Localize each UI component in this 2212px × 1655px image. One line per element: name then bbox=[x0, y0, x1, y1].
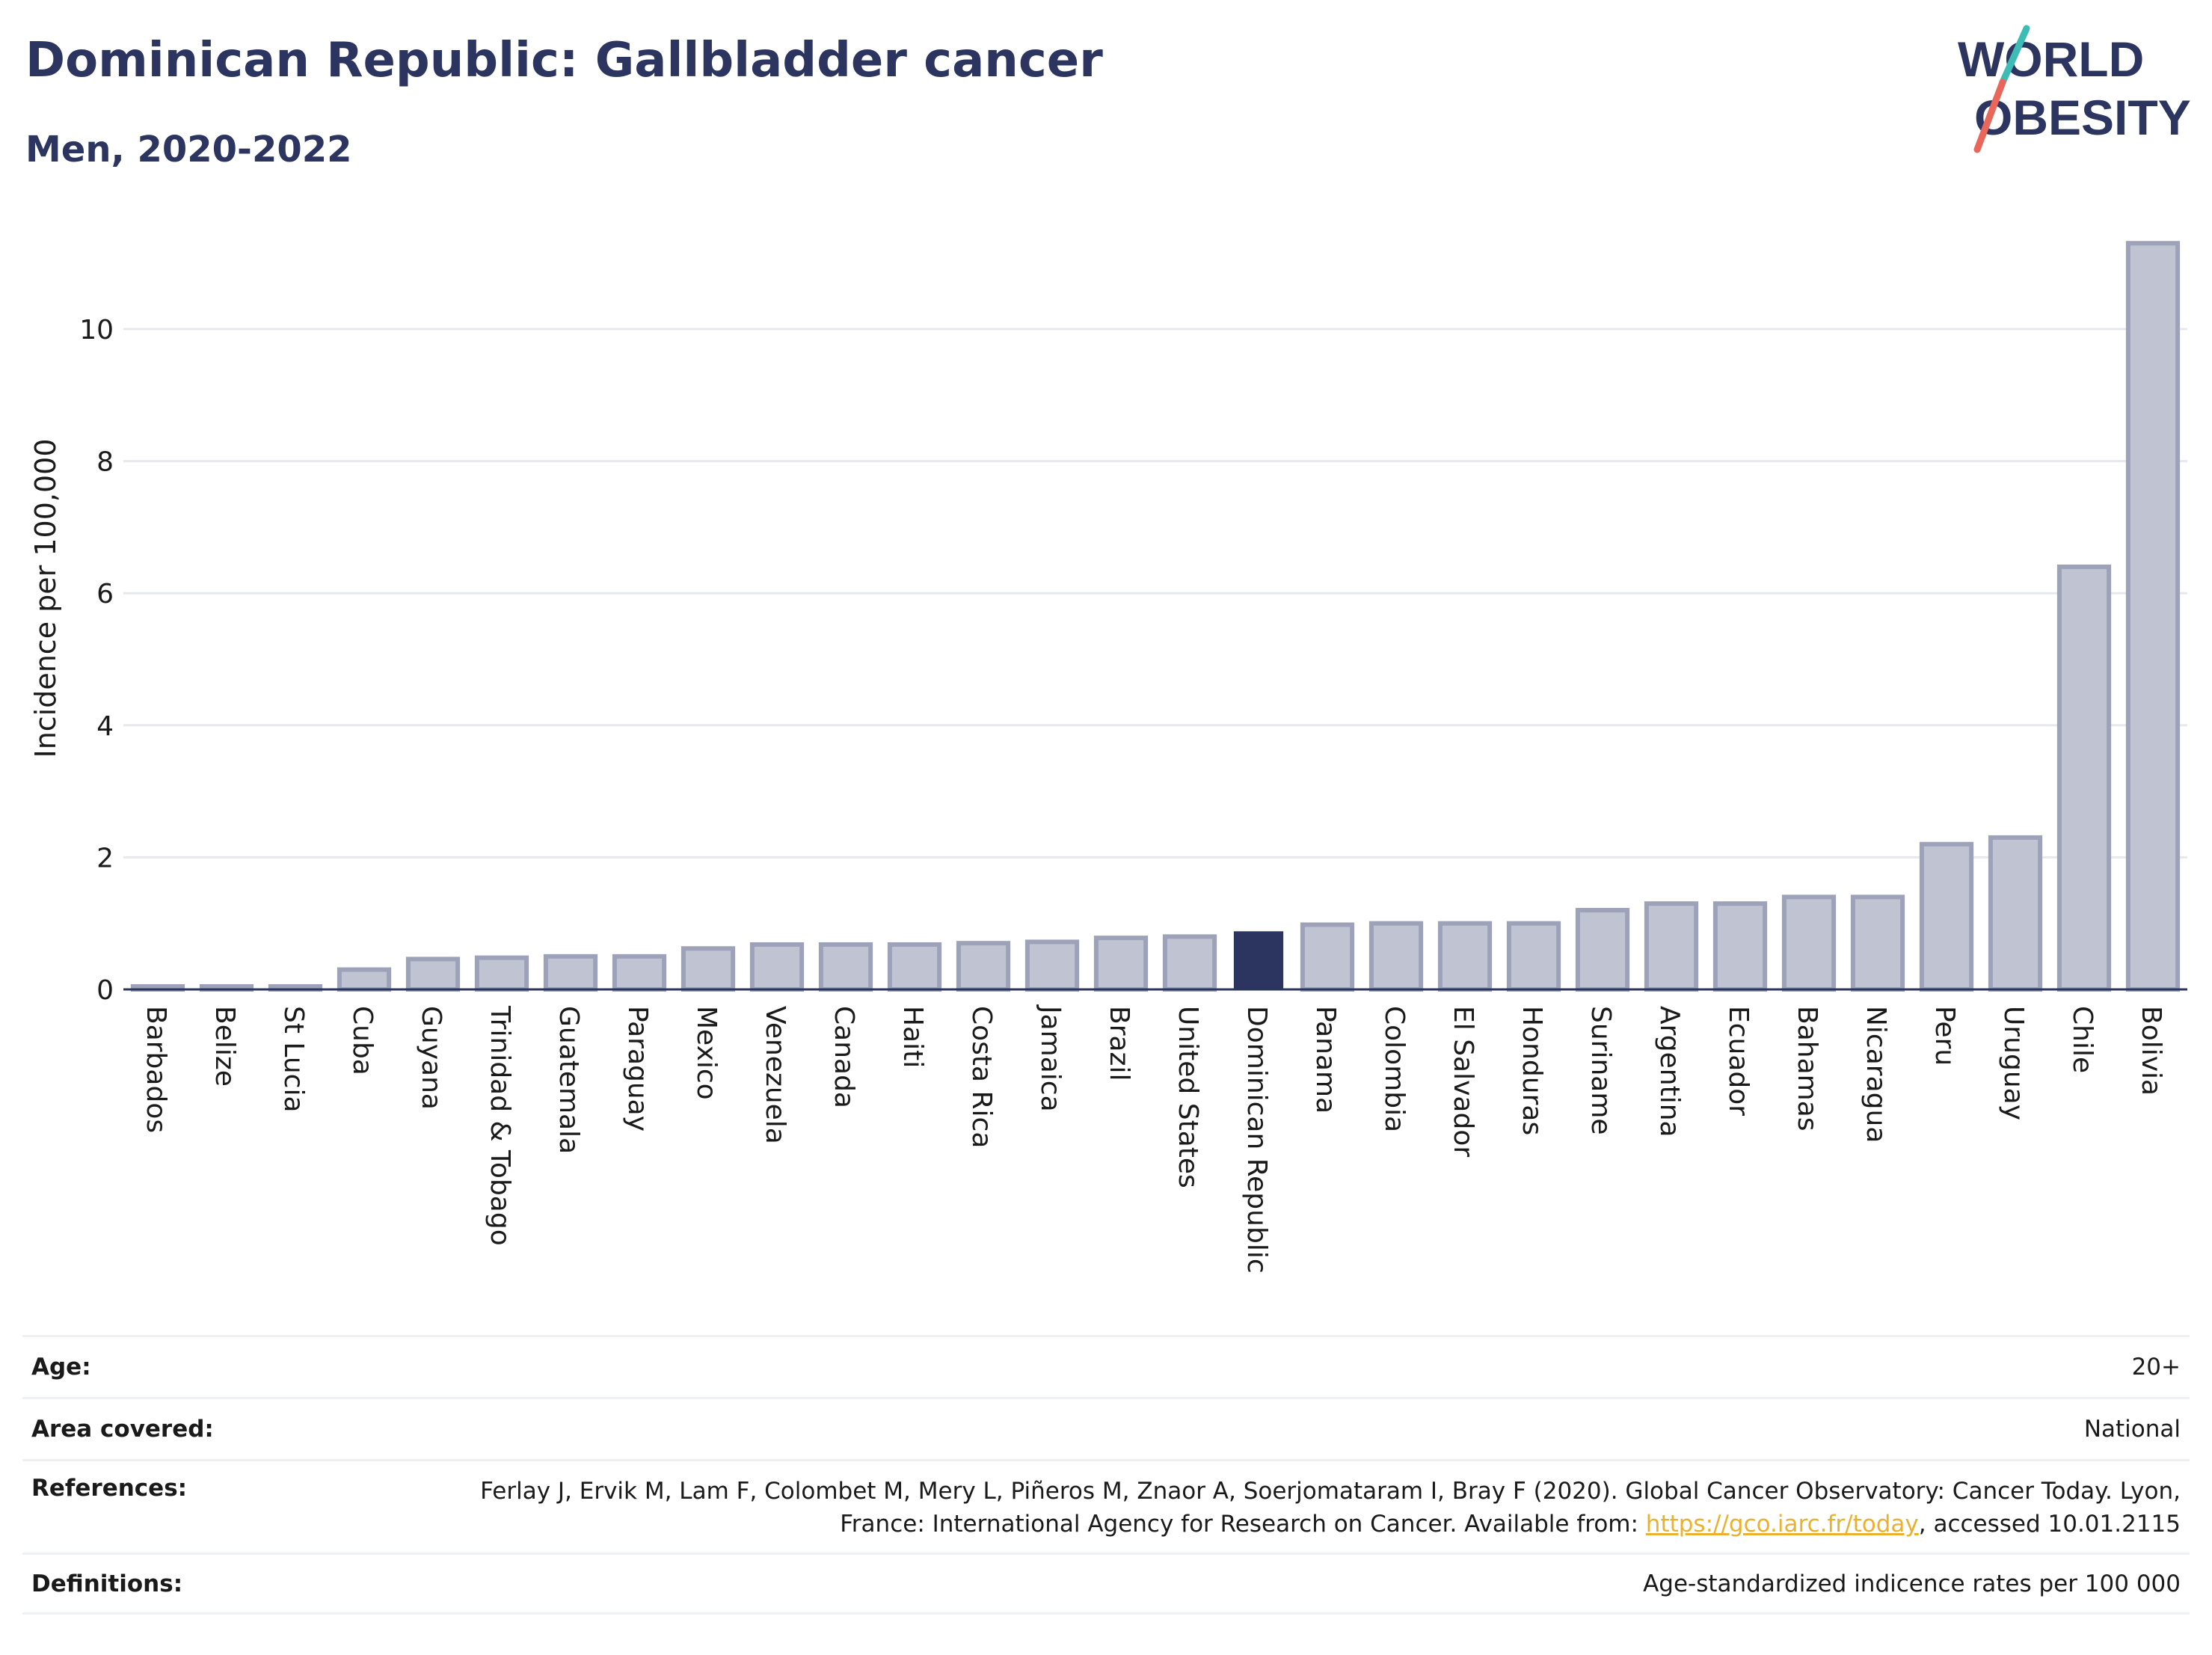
footer-row-area: Area covered: National bbox=[22, 1397, 2190, 1459]
x-tick-label: Dominican Republic bbox=[1241, 1006, 1272, 1274]
bar-guatemala bbox=[543, 954, 598, 992]
references-value: Ferlay J, Ervik M, Lam F, Colombet M, Me… bbox=[461, 1475, 2181, 1541]
x-tick-label: Jamaica bbox=[1035, 1004, 1066, 1112]
bar-jamaica bbox=[1024, 939, 1080, 992]
bar-ecuador bbox=[1712, 901, 1768, 992]
x-tick-label: Guatemala bbox=[553, 1006, 584, 1154]
logo-line2: OBESITY bbox=[1974, 90, 2191, 145]
x-tick-label: Trinidad & Tobago bbox=[485, 1005, 515, 1246]
page-title: Dominican Republic: Gallbladder cancer bbox=[25, 33, 1103, 88]
x-tick-labels: Barbados Belize St Lucia Cuba Guyana Trinidad… bbox=[141, 1004, 2166, 1274]
logo-line1: WORLD bbox=[1958, 31, 2144, 87]
bar-el-salvador bbox=[1437, 921, 1493, 992]
references-link[interactable]: https://gco.iarc.fr/today bbox=[1645, 1511, 1919, 1538]
bar-chart: 0 2 4 6 8 10 Barbados Belize St Lucia Cuba Guyana… bbox=[29, 241, 2187, 1274]
chart-footer: Age: 20+ Area covered: National Referenc… bbox=[22, 1335, 2190, 1615]
bar-argentina bbox=[1644, 901, 1699, 992]
x-tick-label: Bahamas bbox=[1792, 1006, 1822, 1132]
references-label: References: bbox=[31, 1475, 188, 1502]
x-tick-label: Honduras bbox=[1517, 1006, 1547, 1135]
bar-nicaragua bbox=[1850, 894, 1905, 992]
grid-lines bbox=[123, 328, 2187, 859]
definitions-label: Definitions: bbox=[31, 1570, 183, 1597]
x-tick-label: Mexico bbox=[691, 1006, 722, 1100]
x-tick-label: El Salvador bbox=[1448, 1006, 1478, 1157]
bar-uruguay bbox=[1988, 835, 2043, 992]
area-label: Area covered: bbox=[31, 1416, 214, 1443]
x-tick-label: Panama bbox=[1310, 1006, 1341, 1114]
bar-brazil bbox=[1093, 936, 1149, 992]
footer-row-references: References: Ferlay J, Ervik M, Lam F, Co… bbox=[22, 1459, 2190, 1553]
bar-panama bbox=[1300, 922, 1355, 992]
x-tick-label: Bolivia bbox=[2136, 1006, 2166, 1096]
x-tick-label: United States bbox=[1173, 1006, 1203, 1188]
bar-trinidad-tobago bbox=[474, 955, 529, 992]
x-tick-label: Canada bbox=[829, 1006, 859, 1108]
bar-haiti bbox=[887, 942, 942, 992]
x-tick-label: Barbados bbox=[141, 1006, 171, 1133]
x-tick-label: Belize bbox=[209, 1006, 240, 1087]
y-tick-labels: 0 2 4 6 8 10 bbox=[79, 315, 114, 1006]
bars bbox=[130, 241, 2181, 992]
bar-guyana bbox=[405, 957, 461, 992]
bar-colombia bbox=[1368, 921, 1424, 992]
y-tick-label: 0 bbox=[96, 975, 114, 1006]
bar-honduras bbox=[1506, 921, 1561, 992]
references-suffix: , accessed 10.01.2115 bbox=[1918, 1511, 2181, 1538]
y-tick-label: 8 bbox=[96, 447, 114, 478]
definitions-value: Age-standardized indicence rates per 100… bbox=[1643, 1570, 2181, 1597]
age-label: Age: bbox=[31, 1354, 91, 1381]
footer-row-age: Age: 20+ bbox=[22, 1335, 2190, 1397]
x-tick-label: Cuba bbox=[347, 1006, 378, 1075]
bar-dominican-republic bbox=[1233, 931, 1284, 989]
x-tick-label: Chile bbox=[2067, 1006, 2098, 1073]
area-value: National bbox=[2083, 1416, 2181, 1443]
x-tick-label: Haiti bbox=[897, 1006, 928, 1068]
bar-peru bbox=[1919, 841, 1974, 992]
page-subtitle: Men, 2020-2022 bbox=[25, 129, 352, 171]
x-tick-label: Argentina bbox=[1654, 1006, 1685, 1137]
x-tick-label: Colombia bbox=[1379, 1006, 1410, 1132]
y-tick-label: 4 bbox=[96, 711, 114, 742]
footer-row-definitions: Definitions: Age-standardized indicence … bbox=[22, 1553, 2190, 1615]
bar-paraguay bbox=[612, 954, 667, 992]
bar-suriname bbox=[1575, 908, 1630, 992]
x-tick-label: Paraguay bbox=[622, 1006, 653, 1132]
x-tick-label: Peru bbox=[1929, 1006, 1960, 1066]
x-tick-label: St Lucia bbox=[278, 1006, 309, 1113]
x-tick-label: Uruguay bbox=[1998, 1006, 2029, 1120]
bar-costa-rica bbox=[956, 941, 1011, 992]
bar-bahamas bbox=[1781, 894, 1837, 992]
bar-canada bbox=[818, 942, 873, 992]
bar-venezuela bbox=[749, 942, 805, 992]
x-tick-label: Ecuador bbox=[1723, 1006, 1754, 1116]
y-tick-label: 6 bbox=[96, 579, 114, 610]
x-tick-label: Venezuela bbox=[760, 1006, 790, 1144]
bar-chile bbox=[2056, 564, 2112, 992]
x-tick-label: Guyana bbox=[416, 1006, 446, 1110]
age-value: 20+ bbox=[2131, 1354, 2181, 1381]
x-tick-label: Brazil bbox=[1104, 1006, 1134, 1081]
bar-cuba bbox=[337, 967, 392, 992]
y-tick-label: 10 bbox=[79, 315, 114, 346]
references-text: Ferlay J, Ervik M, Lam F, Colombet M, Me… bbox=[480, 1478, 2181, 1538]
x-tick-label: Nicaragua bbox=[1861, 1006, 1891, 1143]
bar-mexico bbox=[681, 946, 736, 992]
bar-bolivia bbox=[2125, 241, 2181, 992]
y-axis-label: Incidence per 100,000 bbox=[29, 438, 62, 758]
world-obesity-logo: WORLD OBESITY bbox=[1958, 25, 2191, 153]
x-tick-label: Suriname bbox=[1585, 1006, 1616, 1135]
bar-united-states bbox=[1162, 934, 1217, 992]
x-tick-label: Costa Rica bbox=[966, 1006, 997, 1148]
y-tick-label: 2 bbox=[96, 843, 114, 873]
